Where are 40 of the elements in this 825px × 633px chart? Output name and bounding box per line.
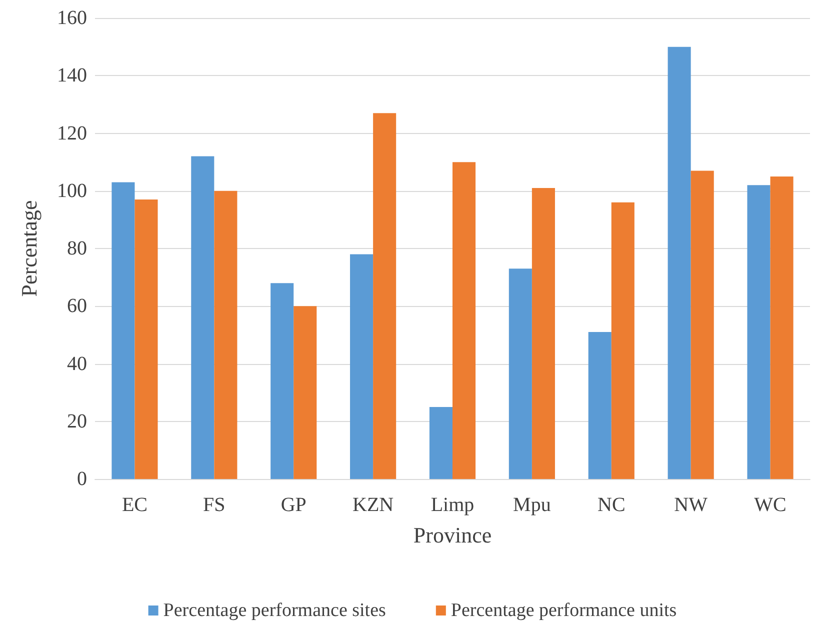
bar	[532, 188, 555, 479]
x-tick-label: NW	[674, 494, 708, 516]
x-tick-label: GP	[280, 494, 306, 516]
x-tick-label: NC	[597, 494, 626, 516]
bar	[429, 406, 452, 479]
x-tick-label: Limp	[430, 494, 474, 516]
bar	[508, 268, 532, 479]
x-tick-label: FS	[203, 494, 226, 516]
y-tick-label: 160	[57, 7, 87, 29]
legend-label: Percentage performance sites	[163, 600, 386, 621]
bar	[668, 46, 691, 479]
x-axis-title: Province	[413, 522, 492, 548]
bar	[588, 332, 612, 479]
bar	[373, 113, 396, 479]
legend-label: Percentage performance units	[450, 600, 677, 621]
bar	[270, 283, 294, 479]
bar	[747, 185, 770, 479]
bar	[134, 200, 158, 479]
bar	[452, 162, 476, 479]
bar	[350, 254, 374, 479]
x-tick-label: EC	[122, 494, 148, 516]
bar	[770, 176, 794, 479]
x-tick-label: KZN	[352, 494, 394, 516]
x-tick-label: WC	[754, 494, 786, 516]
y-tick-label: 0	[77, 468, 87, 490]
bar	[214, 190, 238, 479]
bar	[191, 156, 214, 479]
y-tick-label: 120	[57, 122, 87, 144]
bar	[112, 182, 135, 479]
y-tick-label: 20	[67, 410, 87, 432]
x-tick-label: Mpu	[513, 494, 551, 516]
y-tick-label: 80	[67, 238, 87, 260]
bar	[611, 202, 634, 479]
y-tick-label: 100	[57, 180, 87, 202]
y-tick-label: 140	[57, 64, 87, 87]
y-tick-label: 40	[67, 352, 87, 375]
bar	[294, 306, 317, 479]
bar	[690, 170, 714, 479]
y-tick-label: 60	[67, 295, 87, 318]
y-axis-title: Percentage	[16, 200, 42, 297]
